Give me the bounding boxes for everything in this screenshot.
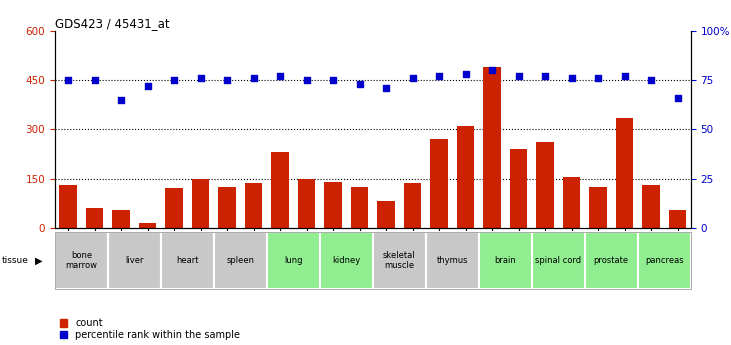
Bar xyxy=(165,188,183,228)
Point xyxy=(354,81,366,87)
Text: prostate: prostate xyxy=(594,256,629,265)
Bar xyxy=(616,118,633,228)
Text: bone
marrow: bone marrow xyxy=(65,251,97,270)
Point xyxy=(221,77,233,83)
Bar xyxy=(431,139,447,228)
Point xyxy=(62,77,74,83)
Bar xyxy=(107,232,161,289)
Point xyxy=(274,73,286,79)
Bar xyxy=(479,232,531,289)
Point xyxy=(486,68,498,73)
Bar xyxy=(271,152,289,228)
Bar xyxy=(139,223,156,228)
Point xyxy=(433,73,445,79)
Point xyxy=(194,76,206,81)
Bar xyxy=(404,184,421,228)
Bar xyxy=(219,187,235,228)
Point xyxy=(300,77,312,83)
Text: lung: lung xyxy=(284,256,303,265)
Bar xyxy=(325,182,341,228)
Legend: count, percentile rank within the sample: count, percentile rank within the sample xyxy=(60,318,240,340)
Bar xyxy=(245,184,262,228)
Point xyxy=(142,83,154,89)
Point xyxy=(645,77,657,83)
Bar xyxy=(425,232,479,289)
Bar xyxy=(161,232,213,289)
Bar xyxy=(643,185,659,228)
Bar xyxy=(531,232,585,289)
Bar xyxy=(59,185,77,228)
Bar xyxy=(86,208,103,228)
Bar xyxy=(457,126,474,228)
Point xyxy=(512,73,524,79)
Bar xyxy=(563,177,580,228)
Bar xyxy=(510,149,527,228)
Bar xyxy=(267,232,319,289)
Bar xyxy=(213,232,267,289)
Bar xyxy=(377,201,395,228)
Bar xyxy=(637,232,691,289)
Text: thymus: thymus xyxy=(436,256,468,265)
Text: tissue: tissue xyxy=(1,256,29,265)
Point xyxy=(380,85,392,91)
Bar xyxy=(113,210,129,228)
Point xyxy=(406,76,418,81)
Bar xyxy=(537,142,553,228)
Point xyxy=(115,97,127,103)
Bar xyxy=(373,232,425,289)
Text: skeletal
muscle: skeletal muscle xyxy=(383,251,416,270)
Text: kidney: kidney xyxy=(332,256,360,265)
Bar xyxy=(589,187,607,228)
Point xyxy=(248,76,260,81)
Point xyxy=(460,71,471,77)
Text: brain: brain xyxy=(494,256,516,265)
Text: heart: heart xyxy=(176,256,199,265)
Point xyxy=(566,76,577,81)
Text: GDS423 / 45431_at: GDS423 / 45431_at xyxy=(55,17,170,30)
Bar xyxy=(351,187,368,228)
Point xyxy=(592,76,604,81)
Text: spleen: spleen xyxy=(227,256,254,265)
Point xyxy=(88,77,100,83)
Bar xyxy=(669,210,686,228)
Text: pancreas: pancreas xyxy=(645,256,683,265)
Point xyxy=(618,73,630,79)
Point xyxy=(672,95,683,101)
Point xyxy=(168,77,180,83)
Point xyxy=(327,77,339,83)
Text: ▶: ▶ xyxy=(35,256,42,265)
Bar xyxy=(298,179,315,228)
Point xyxy=(539,73,551,79)
Bar xyxy=(585,232,637,289)
Bar xyxy=(483,67,501,228)
Text: spinal cord: spinal cord xyxy=(535,256,581,265)
Bar xyxy=(319,232,373,289)
Text: liver: liver xyxy=(125,256,143,265)
Bar xyxy=(55,232,107,289)
Bar xyxy=(192,179,209,228)
